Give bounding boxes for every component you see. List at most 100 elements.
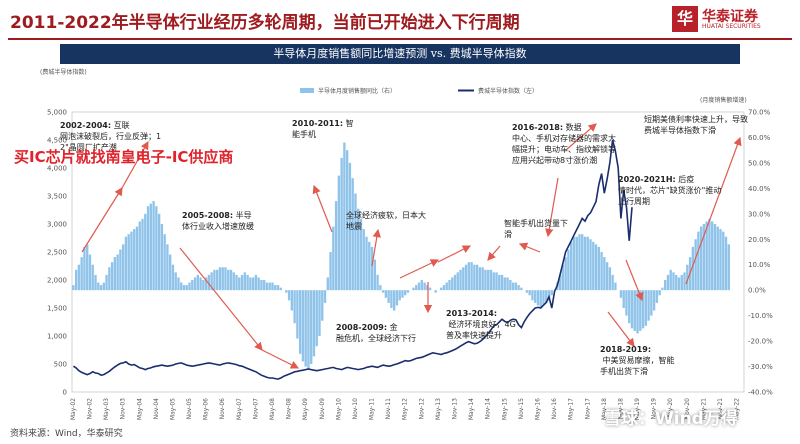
annotation: 2018-2019: 中美贸易摩擦，智能手机出货下滑 [600,345,675,376]
plot-frame [71,111,745,393]
bar [592,241,595,291]
x-tick-label: Nov-20 [684,398,691,420]
x-tick-label: May-06 [203,398,210,420]
bar [133,229,136,291]
bar [315,290,318,347]
x-tick-label: Nov-16 [551,398,558,420]
bar [550,290,553,296]
bar [699,226,703,291]
bar [168,254,172,291]
bar [251,277,255,291]
bar [384,290,388,298]
bar [370,246,374,291]
bar [359,218,363,291]
bar [144,213,147,291]
bar [395,290,399,306]
bar [520,287,523,291]
bar [318,290,321,336]
bar [88,254,92,291]
bar [301,290,305,362]
bar [445,282,448,291]
bar [127,234,130,291]
x-tick-label: Nov-02 [86,398,93,420]
x-tick-label: Nov-08 [286,398,293,420]
left-tick-label: 2,000 [47,277,67,285]
bar [343,142,346,291]
bar [664,280,667,291]
right-tick-label: 50.0% [748,159,771,167]
bar [204,277,208,291]
x-tick-label: May-09 [302,398,309,420]
bar [708,218,711,291]
trend-arrow [607,311,635,347]
bar [119,249,122,291]
right-tick-label: 20.0% [748,236,771,244]
bar [605,262,609,291]
bar [722,231,725,291]
bar [216,269,219,291]
bar [412,287,415,291]
brand-logo: 华 华泰证券 HUATAI SECURITIES [672,6,792,34]
bar [202,280,205,291]
right-tick-label: 10.0% [748,261,771,269]
bar [415,285,418,291]
x-tick-label: May-04 [136,398,143,420]
bar [326,277,329,291]
bar [390,290,393,308]
trend-arrow [625,259,644,302]
x-tick-label: Nov-07 [252,398,259,420]
bar [157,213,161,291]
bar [525,290,529,293]
x-tick-label: Nov-15 [518,398,525,420]
bar [210,272,213,291]
annotation: 2016-2018: 数据中心、手机对存储器的需求大幅提升；电动车、指纹解锁等应… [512,122,616,165]
bar [514,282,518,291]
bar [594,244,598,291]
bar [180,282,183,291]
source-note: 资料来源：Wind，华泰研究 [10,429,123,439]
right-tick-label: -30.0% [748,363,773,371]
logo-text: 华泰证券 [702,9,758,25]
trend-arrow [437,245,472,263]
annotation: 全球经济疲软，日本大地震 [346,210,426,231]
bar [174,272,177,291]
bar [265,282,269,291]
x-tick-label: May-11 [369,398,376,420]
bar [381,290,385,293]
bar [495,272,498,291]
bar [467,262,471,291]
bar [625,290,628,316]
bar [185,285,188,291]
x-tick-label: May-14 [468,398,475,420]
bar [462,267,465,291]
bar [365,236,368,291]
bar [475,264,479,291]
x-tick-label: May-21 [700,398,707,420]
bar [440,287,443,291]
bar [207,274,211,291]
x-tick-label: May-12 [402,398,409,420]
x-tick-label: May-18 [601,398,608,420]
bar [498,274,501,291]
bar [329,252,332,291]
series-line [72,139,633,380]
bar [539,290,542,308]
x-tick-label: May-15 [501,398,508,420]
x-tick-label: May-05 [169,398,176,420]
bar [121,244,125,291]
left-tick-label: 5,000 [47,109,67,117]
annotation-text: 2005-2008: 半导体行业收入增速放缓 [182,210,254,231]
bar [354,193,357,291]
bar [260,280,263,291]
bar [558,274,562,291]
bar [619,290,623,298]
x-tick-label: Nov-09 [319,398,326,420]
trend-arrow [545,177,559,238]
bar [569,241,573,291]
trend-arrow [261,349,300,369]
bar [357,208,360,291]
bar [639,290,642,331]
bar [227,269,230,291]
bar [196,274,200,291]
annotation: 2010-2011: 智能手机 [292,118,354,139]
